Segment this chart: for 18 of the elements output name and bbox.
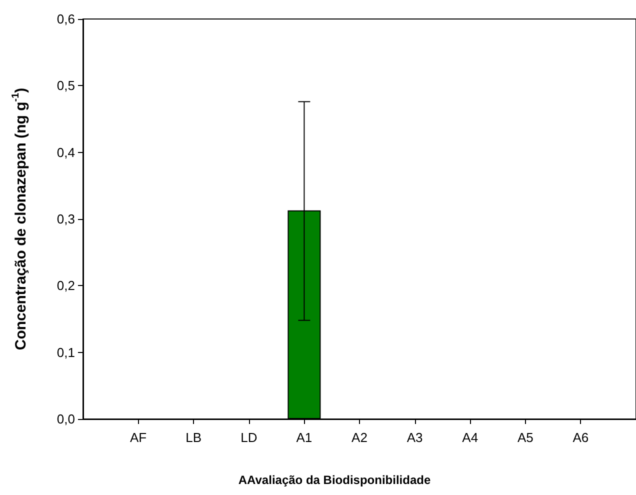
y-tick-label: 0,1	[56, 344, 75, 360]
y-tick-label: 0,2	[56, 278, 75, 294]
y-tick-label: 0,3	[56, 212, 75, 226]
x-tick-label: LD	[240, 430, 258, 445]
x-tick-label: A2	[352, 430, 368, 445]
x-tick-label: A3	[406, 430, 423, 445]
x-tick-label: A1	[296, 430, 312, 445]
x-axis-title: AAvaliação da Biodisponibilidade	[238, 473, 431, 487]
x-tick-label: A4	[462, 430, 478, 445]
y-axis-title: Concentração de clonazepan (ng g-1)	[10, 88, 30, 350]
y-tick-label: 0,0	[56, 412, 75, 426]
y-tick-label: 0,5	[56, 78, 75, 94]
y-tick-label: 0,6	[56, 12, 75, 26]
x-tick-label: A6	[572, 430, 589, 445]
x-tick-label: A5	[517, 430, 534, 445]
x-tick-label: LB	[186, 430, 202, 445]
x-tick-label: AF	[130, 430, 147, 445]
y-tick-label: 0,4	[56, 144, 75, 160]
